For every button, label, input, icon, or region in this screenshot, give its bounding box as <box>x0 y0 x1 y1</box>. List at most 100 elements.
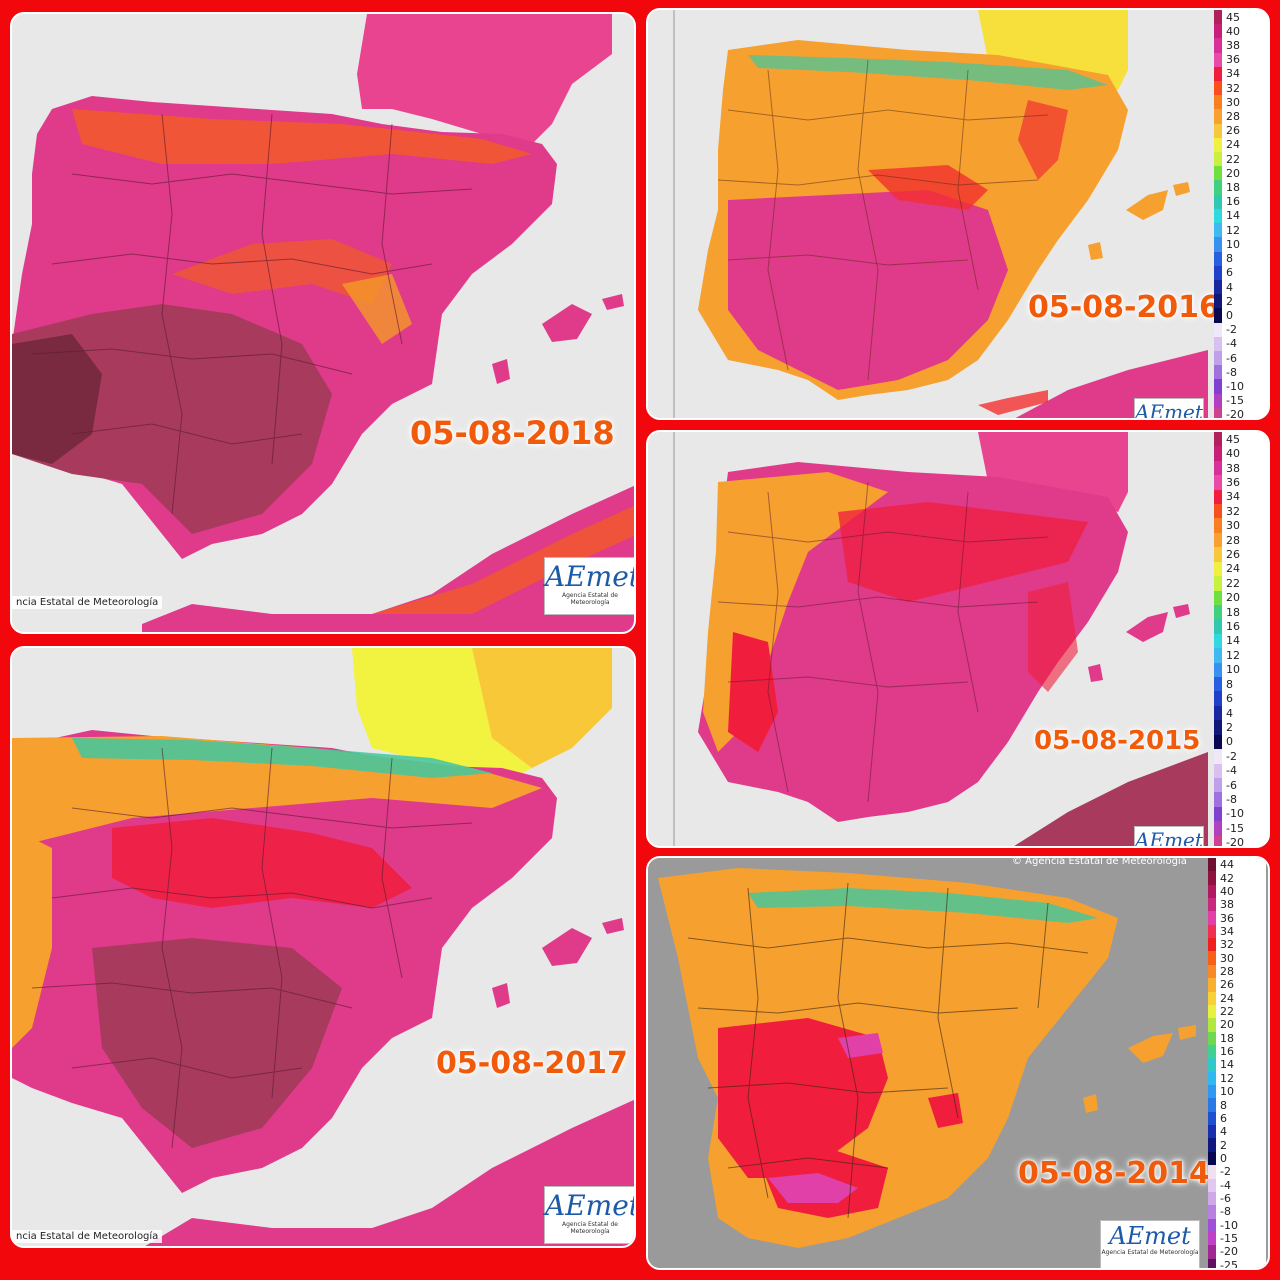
legend-row: 6 <box>1214 691 1268 706</box>
legend-value: -8 <box>1220 1205 1231 1219</box>
legend-swatch <box>1208 1085 1216 1099</box>
legend-row: 16 <box>1214 619 1268 634</box>
legend-row: 34 <box>1208 924 1266 939</box>
legend-row: 28 <box>1208 964 1266 979</box>
legend-value: -20 <box>1226 836 1244 848</box>
temperature-map-2014 <box>648 858 1204 1268</box>
legend-value: -10 <box>1226 379 1244 393</box>
legend-value: 2 <box>1220 1138 1227 1152</box>
legend-swatch <box>1214 166 1222 181</box>
temperature-map-2015 <box>648 432 1208 846</box>
legend-value: 30 <box>1226 519 1240 533</box>
legend-row: 0 <box>1214 308 1268 323</box>
legend-row: -8 <box>1208 1205 1266 1219</box>
legend-value: -8 <box>1226 365 1237 379</box>
legend-row: 2 <box>1214 720 1268 735</box>
legend-value: 4 <box>1226 280 1233 294</box>
aemet-logo: AEmet Agencia Estatal de Meteorología <box>1100 1220 1200 1268</box>
legend-row: -4 <box>1214 336 1268 351</box>
legend-row: 10 <box>1214 662 1268 678</box>
legend-row: 32 <box>1214 81 1268 96</box>
legend-row: 26 <box>1214 123 1268 138</box>
legend-row: 10 <box>1214 237 1268 252</box>
legend-row: 38 <box>1214 460 1268 476</box>
legend-value: -4 <box>1226 764 1237 778</box>
legend-value: -6 <box>1226 351 1237 365</box>
legend-value: 16 <box>1220 1045 1234 1059</box>
legend-row: -10 <box>1214 806 1268 822</box>
legend-value: 36 <box>1226 53 1240 67</box>
legend-value: 12 <box>1220 1071 1234 1085</box>
legend-swatch <box>1214 322 1222 337</box>
legend-value: 18 <box>1226 181 1240 195</box>
legend-value: -15 <box>1220 1232 1238 1246</box>
legend-swatch <box>1214 705 1222 721</box>
temperature-map-2018 <box>12 14 634 632</box>
legend-row: -15 <box>1208 1231 1266 1246</box>
legend-value: -4 <box>1226 337 1237 351</box>
map-panel-2017: 05-08-2017 ncia Estatal de Meteorología … <box>10 646 636 1248</box>
legend-row: -20 <box>1214 835 1268 848</box>
legend-swatch <box>1208 1231 1216 1246</box>
legend-swatch <box>1214 518 1222 533</box>
legend-swatch <box>1214 95 1222 110</box>
logo-brand: AEmet <box>1109 1222 1191 1250</box>
legend-row: 45 <box>1214 10 1268 25</box>
legend-value: 16 <box>1226 620 1240 634</box>
legend-row: 38 <box>1208 898 1266 912</box>
legend-swatch <box>1214 619 1222 634</box>
logo-brand: AEmet <box>1135 828 1203 848</box>
legend-row: 4 <box>1214 279 1268 295</box>
legend-row: 44 <box>1208 858 1266 872</box>
legend-value: 22 <box>1226 576 1240 590</box>
legend-swatch <box>1214 475 1222 490</box>
temperature-map-2017 <box>12 648 634 1246</box>
legend-row: 24 <box>1208 991 1266 1005</box>
legend-row: -2 <box>1208 1165 1266 1179</box>
legend-swatch <box>1208 911 1216 925</box>
legend-row: 20 <box>1214 166 1268 181</box>
legend-row: 26 <box>1208 978 1266 992</box>
legend-swatch <box>1214 734 1222 750</box>
legend-swatch <box>1214 208 1222 224</box>
legend-value: -25 <box>1220 1258 1238 1270</box>
date-label: 05-08-2017 <box>436 1046 628 1081</box>
legend-row: 30 <box>1208 951 1266 965</box>
legend-swatch <box>1214 180 1222 195</box>
legend-value: -10 <box>1220 1218 1238 1232</box>
temperature-legend: 45 40 38 36 34 32 30 28 26 24 22 20 18 16 14 12 10 8 6 4 2 0-… <box>1214 10 1268 418</box>
legend-row: -6 <box>1208 1191 1266 1206</box>
legend-value: 10 <box>1226 237 1240 251</box>
legend-swatch <box>1208 1218 1216 1232</box>
legend-value: 32 <box>1220 938 1234 952</box>
legend-swatch <box>1214 152 1222 167</box>
legend-swatch <box>1214 194 1222 209</box>
credit-text: © Agencia Estatal de Meteorología <box>1012 856 1187 867</box>
legend-value: 18 <box>1220 1031 1234 1045</box>
legend-row: -2 <box>1214 322 1268 337</box>
legend-swatch <box>1214 633 1222 649</box>
legend-swatch <box>1208 1018 1216 1032</box>
date-label: 05-08-2015 <box>1034 726 1201 756</box>
legend-row: -8 <box>1214 792 1268 807</box>
legend-swatch <box>1214 489 1222 505</box>
legend-value: 28 <box>1220 965 1234 978</box>
legend-swatch <box>1208 991 1216 1005</box>
legend-value: 26 <box>1226 124 1240 138</box>
legend-swatch <box>1208 1098 1216 1112</box>
legend-swatch <box>1208 938 1216 952</box>
legend-swatch <box>1214 265 1222 280</box>
legend-swatch <box>1214 52 1222 67</box>
legend-row: 34 <box>1214 489 1268 505</box>
legend-value: 30 <box>1220 951 1234 965</box>
legend-swatch <box>1214 504 1222 519</box>
legend-value: -6 <box>1226 778 1237 792</box>
legend-swatch <box>1214 677 1222 692</box>
legend-swatch <box>1214 590 1222 605</box>
legend-row: 28 <box>1214 109 1268 124</box>
legend-row: 12 <box>1214 648 1268 663</box>
logo-subtitle: Agencia Estatal de Meteorología <box>561 592 618 606</box>
legend-value: 28 <box>1226 533 1240 547</box>
logo-subtitle: Agencia Estatal de Meteorología <box>561 1221 618 1235</box>
legend-value: -2 <box>1226 749 1237 763</box>
